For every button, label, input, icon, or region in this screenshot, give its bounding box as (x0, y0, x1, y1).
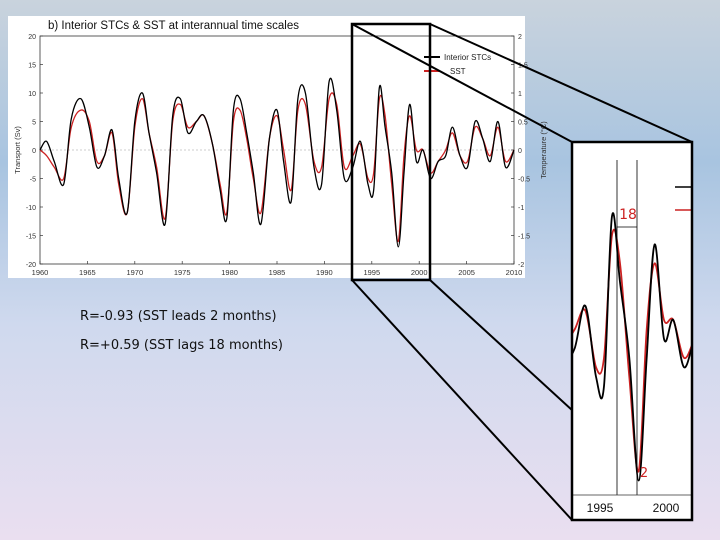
y-right-tick-label: -1 (518, 205, 524, 212)
y-right-label: Temperature (°C) (539, 121, 548, 179)
inset-lag-label-bottom: 2 (640, 466, 648, 481)
legend: Interior STCs SST (424, 53, 491, 76)
correlation-note-1: R=-0.93 (SST leads 2 months) (80, 309, 277, 324)
inset-series-line-interior-stcs (572, 212, 692, 482)
y-right-tick-label: 1 (518, 91, 522, 98)
x-tick-label: 1975 (174, 268, 191, 277)
x-tick-label: 2010 (506, 268, 523, 277)
y-right-tick-label: -1.5 (518, 234, 530, 241)
y-left-tick-label: -5 (30, 177, 36, 184)
inset-series-group (572, 212, 692, 482)
zoom-connector-bottom-left (351, 279, 573, 521)
x-tick-label: 1965 (79, 268, 96, 277)
y-right-tick-label: 0.5 (518, 120, 528, 127)
y-right-tick-label: -2 (518, 262, 524, 269)
x-tick-label: 2005 (458, 268, 475, 277)
inset-border (570, 140, 694, 522)
x-tick-label: 1960 (32, 268, 49, 277)
y-right-tick-label: 2 (518, 34, 522, 41)
y-left-tick-label: 0 (32, 148, 36, 155)
zoom-highlight-box (350, 22, 432, 282)
inset-tick-2000: 2000 (653, 501, 680, 515)
inset-lag-label-top: 18 (619, 207, 637, 223)
x-tick-label: 2000 (411, 268, 428, 277)
y-left-tick-label: -10 (26, 205, 36, 212)
y-left-tick-label: 15 (28, 63, 36, 70)
inset-tick-1995: 1995 (587, 501, 614, 515)
y-left-label: Transport (Sv) (13, 126, 22, 174)
legend-label-stc: Interior STCs (444, 53, 491, 62)
inset-panel (572, 142, 692, 520)
x-tick-label: 1990 (316, 268, 333, 277)
x-axis: 1960 1965 1970 1975 1980 1985 1990 1995 2000 2005… (32, 261, 523, 277)
y-left-tick-label: 10 (28, 91, 36, 98)
y-left-tick-label: 20 (28, 34, 36, 41)
zoom-connector-top-right (429, 23, 693, 143)
correlation-note-2: R=+0.59 (SST lags 18 months) (80, 338, 283, 353)
x-tick-label: 1970 (126, 268, 143, 277)
chart-title: b) Interior STCs & SST at interannual ti… (48, 20, 299, 32)
y-right-tick-label: -0.5 (518, 177, 530, 184)
legend-label-sst: SST (450, 67, 466, 76)
y-left-tick-label: -20 (26, 262, 36, 269)
y-left-tick-label: 5 (32, 120, 36, 127)
zoom-connector-top-left (351, 23, 573, 143)
x-tick-label: 1980 (221, 268, 238, 277)
y-left-axis: 20 15 10 5 0 -5 -10 -15 -20 (26, 34, 43, 269)
y-left-tick-label: -15 (26, 234, 36, 241)
x-tick-label: 1995 (363, 268, 380, 277)
x-tick-label: 1985 (269, 268, 286, 277)
y-right-tick-label: 0 (518, 148, 522, 155)
